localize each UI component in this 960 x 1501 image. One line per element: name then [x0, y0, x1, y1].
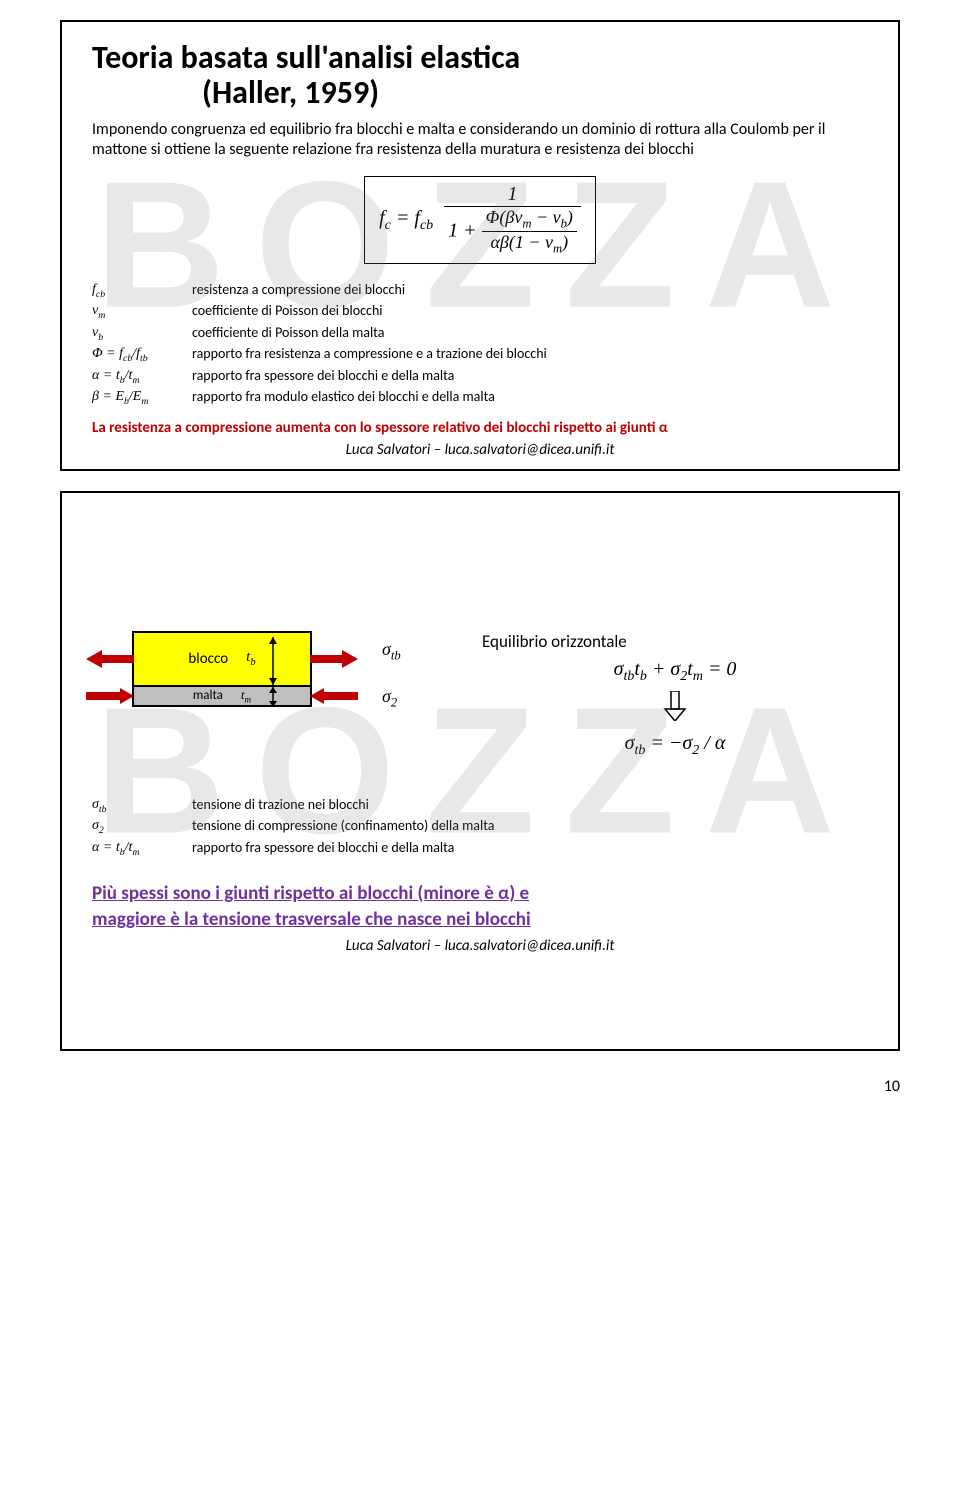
- slide1-title: Teoria basata sull'analisi elastica: [92, 40, 868, 77]
- legend-desc: rapporto fra modulo elastico dei blocchi…: [192, 387, 868, 409]
- page: BOZZA Teoria basata sull'analisi elastic…: [0, 20, 960, 1116]
- legend-symbol: fcb: [92, 280, 192, 302]
- arrow-right-icon: [310, 648, 358, 670]
- slide1-footer: Luca Salvatori – luca.salvatori@dicea.un…: [92, 441, 868, 459]
- legend-desc: tensione di compressione (confinamento) …: [192, 816, 868, 838]
- legend-row: Φ = fcb/ftb rapporto fra resistenza a co…: [92, 344, 868, 366]
- purple-line-1: Più spessi sono i giunti rispetto ai blo…: [92, 882, 529, 905]
- slide1-intro: Imponendo congruenza ed equilibrio fra b…: [92, 120, 868, 160]
- legend-row: νb coefficiente di Poisson della malta: [92, 323, 868, 345]
- slide1-redline: La resistenza a compressione aumenta con…: [92, 419, 868, 437]
- dim-tb-icon: [268, 637, 278, 690]
- legend-desc: resistenza a compressione dei blocchi: [192, 280, 868, 302]
- legend-symbol: Φ = fcb/ftb: [92, 344, 192, 366]
- eq1: σtbtb + σ2tm = 0: [482, 658, 868, 685]
- legend-desc: rapporto fra resistenza a compressione e…: [192, 344, 868, 366]
- legend-row: α = tb/tm rapporto fra spessore dei bloc…: [92, 366, 868, 388]
- legend-desc: tensione di trazione nei blocchi: [192, 795, 868, 817]
- legend-symbol: νm: [92, 301, 192, 323]
- page-number: 10: [0, 1071, 960, 1116]
- equations-column: Equilibrio orizzontale σtbtb + σ2tm = 0 …: [482, 631, 868, 765]
- legend-desc: coefficiente di Poisson dei blocchi: [192, 301, 868, 323]
- slide1-legend: fcb resistenza a compressione dei blocch…: [92, 280, 868, 409]
- block-stack: blocco tb: [92, 631, 352, 707]
- sigma-2: σ2: [382, 686, 452, 711]
- arrow-left-icon: [86, 648, 134, 670]
- legend-desc: rapporto fra spessore dei blocchi e dell…: [192, 838, 868, 860]
- legend-desc: rapporto fra spessore dei blocchi e dell…: [192, 366, 868, 388]
- legend-row: σ2 tensione di compressione (confinament…: [92, 816, 868, 838]
- slide-2: BOZZA blocco tb: [60, 491, 900, 1051]
- formula-box: fc = fcb 1 1 + Φ(βνm − νb) αβ(1 − νm): [92, 176, 868, 264]
- purple-text: Più spessi sono i giunti rispetto ai blo…: [92, 881, 868, 932]
- sigma-column: σtb σ2: [382, 631, 452, 732]
- legend-desc: coefficiente di Poisson della malta: [192, 323, 868, 345]
- down-arrow-icon: [482, 691, 868, 726]
- malta-t: tm: [241, 687, 251, 705]
- equilib-label: Equilibrio orizzontale: [482, 631, 868, 652]
- dim-tm-icon: [268, 687, 278, 712]
- slide1-subtitle: (Haller, 1959): [202, 73, 868, 112]
- blocco-rect: blocco tb: [132, 631, 312, 687]
- legend-row: β = Eb/Em rapporto fra modulo elastico d…: [92, 387, 868, 409]
- diagram: blocco tb: [92, 631, 868, 765]
- slide2-legend: σtb tensione di trazione nei blocchi σ2 …: [92, 795, 868, 860]
- legend-symbol: α = tb/tm: [92, 366, 192, 388]
- legend-row: α = tb/tm rapporto fra spessore dei bloc…: [92, 838, 868, 860]
- malta-rect: malta tm: [132, 685, 312, 707]
- legend-symbol: α = tb/tm: [92, 838, 192, 860]
- blocco-label: blocco: [188, 650, 228, 668]
- malta-label: malta: [193, 688, 223, 703]
- legend-row: σtb tensione di trazione nei blocchi: [92, 795, 868, 817]
- legend-symbol: β = Eb/Em: [92, 387, 192, 409]
- legend-symbol: σ2: [92, 816, 192, 838]
- arrow-right-icon: [310, 687, 358, 705]
- legend-row: fcb resistenza a compressione dei blocch…: [92, 280, 868, 302]
- sigma-tb: σtb: [382, 639, 452, 664]
- slide-1: BOZZA Teoria basata sull'analisi elastic…: [60, 20, 900, 471]
- blocco-t: tb: [246, 649, 255, 668]
- formula: fc = fcb 1 1 + Φ(βνm − νb) αβ(1 − νm): [364, 176, 596, 264]
- slide2-footer: Luca Salvatori – luca.salvatori@dicea.un…: [92, 937, 868, 955]
- purple-line-2: maggiore è la tensione trasversale che n…: [92, 908, 531, 931]
- arrow-left-icon: [86, 687, 134, 705]
- legend-symbol: σtb: [92, 795, 192, 817]
- legend-symbol: νb: [92, 323, 192, 345]
- legend-row: νm coefficiente di Poisson dei blocchi: [92, 301, 868, 323]
- eq2: σtb = −σ2 / α: [482, 732, 868, 759]
